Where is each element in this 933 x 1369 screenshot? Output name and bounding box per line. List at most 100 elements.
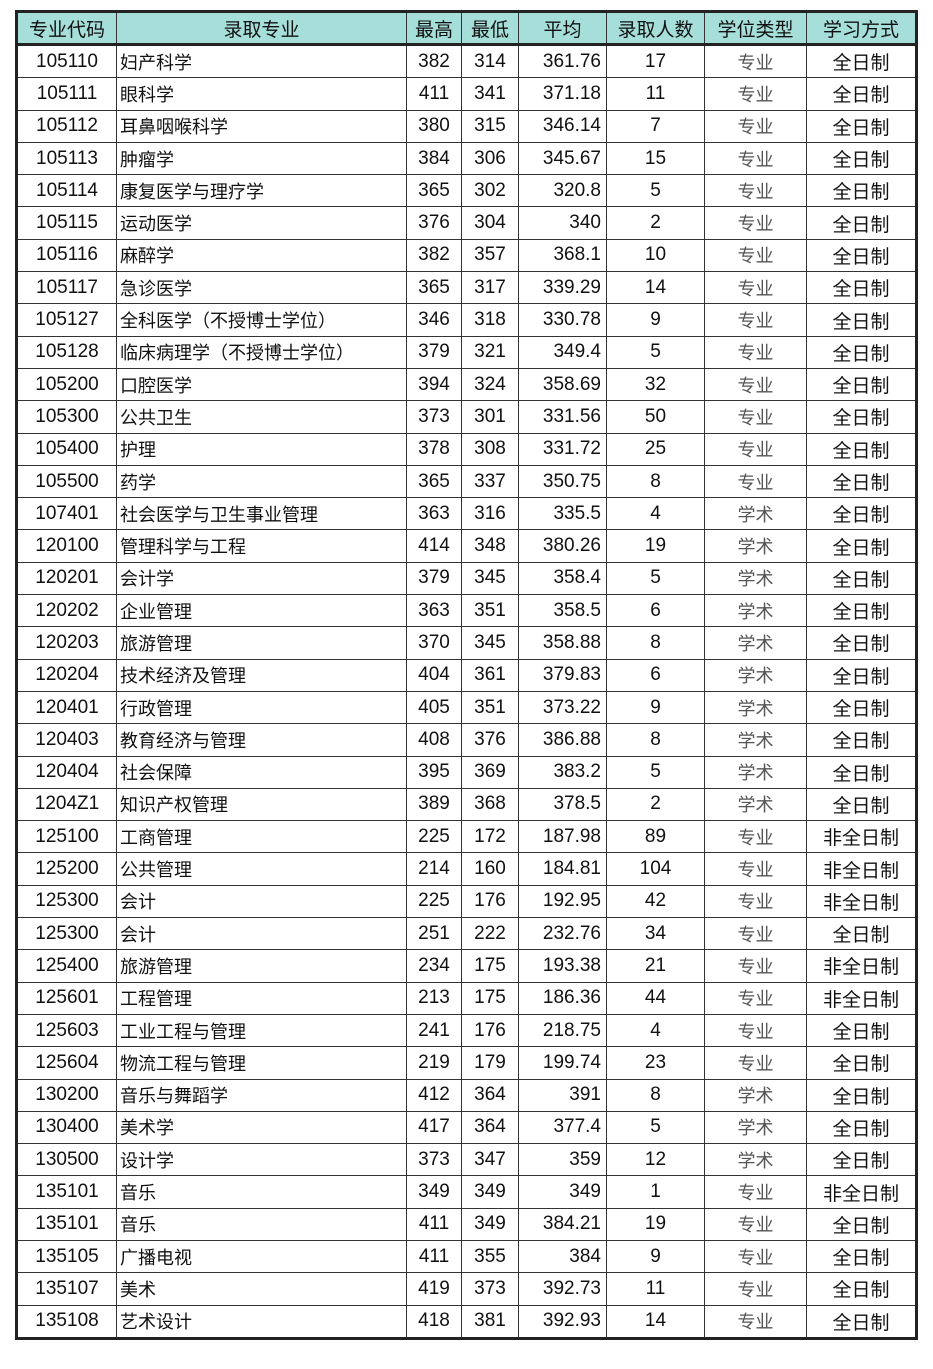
- cell-major: 肿瘤学: [116, 141, 407, 176]
- cell-degree-type: 专业: [704, 206, 807, 240]
- cell-study-mode: 全日制: [806, 1078, 917, 1112]
- cell-study-mode: 全日制: [806, 723, 917, 757]
- cell-study-mode: 全日制: [806, 594, 917, 628]
- cell-count: 50: [606, 400, 705, 434]
- cell-count: 89: [606, 820, 705, 854]
- cell-study-mode: 全日制: [806, 43, 917, 79]
- cell-count: 9: [606, 690, 705, 725]
- cell-major: 行政管理: [116, 690, 407, 725]
- cell-code: 120201: [16, 561, 117, 596]
- cell-max: 405: [406, 690, 462, 725]
- cell-max: 234: [406, 949, 462, 983]
- cell-code: 120202: [16, 594, 117, 628]
- cell-study-mode: 全日制: [806, 271, 917, 305]
- cell-avg: 331.56: [518, 400, 607, 434]
- cell-max: 363: [406, 594, 462, 628]
- cell-code: 125604: [16, 1046, 117, 1080]
- cell-max: 389: [406, 787, 462, 822]
- cell-study-mode: 非全日制: [806, 981, 917, 1015]
- cell-code: 105127: [16, 303, 117, 337]
- table-row: 105113 肿瘤学 384 306 345.67 15 专业 全日制: [16, 141, 917, 176]
- cell-count: 9: [606, 303, 705, 337]
- cell-study-mode: 非全日制: [806, 949, 917, 983]
- table-row: 105200 口腔医学 394 324 358.69 32 专业 全日制: [16, 367, 917, 402]
- cell-major: 社会保障: [116, 755, 407, 789]
- cell-min: 351: [461, 594, 519, 628]
- cell-min: 345: [461, 626, 519, 660]
- header-study-mode: 学习方式: [806, 11, 917, 45]
- cell-degree-type: 专业: [704, 77, 807, 111]
- cell-study-mode: 全日制: [806, 690, 917, 725]
- cell-max: 376: [406, 206, 462, 240]
- cell-study-mode: 全日制: [806, 400, 917, 434]
- cell-max: 365: [406, 464, 462, 499]
- cell-max: 251: [406, 917, 462, 951]
- cell-code: 105117: [16, 271, 117, 305]
- cell-min: 348: [461, 529, 519, 563]
- cell-min: 351: [461, 690, 519, 725]
- cell-degree-type: 学术: [704, 787, 807, 822]
- cell-max: 219: [406, 1046, 462, 1080]
- cell-study-mode: 全日制: [806, 787, 917, 822]
- cell-code: 135101: [16, 1207, 117, 1241]
- cell-avg: 379.83: [518, 658, 607, 692]
- cell-major: 美术: [116, 1272, 407, 1306]
- cell-avg: 186.36: [518, 981, 607, 1015]
- cell-study-mode: 全日制: [806, 755, 917, 789]
- cell-degree-type: 专业: [704, 1304, 807, 1339]
- cell-min: 308: [461, 432, 519, 466]
- cell-max: 384: [406, 141, 462, 176]
- cell-code: 105114: [16, 174, 117, 208]
- cell-max: 408: [406, 723, 462, 757]
- cell-avg: 392.93: [518, 1304, 607, 1339]
- cell-avg: 187.98: [518, 820, 607, 854]
- cell-major: 运动医学: [116, 206, 407, 240]
- cell-avg: 349.4: [518, 335, 607, 369]
- cell-code: 120203: [16, 626, 117, 660]
- cell-major: 临床病理学（不授博士学位）: [116, 335, 407, 369]
- cell-major: 艺术设计: [116, 1304, 407, 1339]
- cell-code: 125200: [16, 852, 117, 886]
- cell-code: 135101: [16, 1175, 117, 1209]
- cell-count: 23: [606, 1046, 705, 1080]
- cell-min: 324: [461, 367, 519, 402]
- cell-min: 222: [461, 917, 519, 951]
- cell-study-mode: 非全日制: [806, 820, 917, 854]
- cell-code: 105400: [16, 432, 117, 466]
- cell-min: 176: [461, 1013, 519, 1048]
- cell-min: 175: [461, 981, 519, 1015]
- cell-avg: 358.88: [518, 626, 607, 660]
- cell-major: 美术学: [116, 1110, 407, 1145]
- cell-degree-type: 专业: [704, 1207, 807, 1241]
- cell-study-mode: 全日制: [806, 109, 917, 143]
- cell-count: 8: [606, 1078, 705, 1112]
- cell-count: 4: [606, 497, 705, 531]
- cell-degree-type: 专业: [704, 238, 807, 273]
- cell-degree-type: 专业: [704, 432, 807, 466]
- cell-max: 225: [406, 884, 462, 919]
- cell-min: 364: [461, 1110, 519, 1145]
- cell-max: 370: [406, 626, 462, 660]
- cell-count: 104: [606, 852, 705, 886]
- cell-degree-type: 专业: [704, 109, 807, 143]
- header-degree-type: 学位类型: [704, 11, 807, 45]
- table-row: 105128 临床病理学（不授博士学位） 379 321 349.4 5 专业 全日制: [16, 335, 917, 369]
- cell-code: 135108: [16, 1304, 117, 1339]
- cell-max: 365: [406, 271, 462, 305]
- cell-count: 2: [606, 787, 705, 822]
- cell-min: 306: [461, 141, 519, 176]
- cell-avg: 340: [518, 206, 607, 240]
- cell-major: 知识产权管理: [116, 787, 407, 822]
- cell-avg: 368.1: [518, 238, 607, 273]
- cell-major: 管理科学与工程: [116, 529, 407, 563]
- cell-min: 317: [461, 271, 519, 305]
- cell-major: 公共卫生: [116, 400, 407, 434]
- cell-degree-type: 专业: [704, 981, 807, 1015]
- cell-degree-type: 专业: [704, 43, 807, 79]
- cell-major: 旅游管理: [116, 949, 407, 983]
- cell-avg: 359: [518, 1143, 607, 1177]
- cell-degree-type: 学术: [704, 1078, 807, 1112]
- cell-major: 公共管理: [116, 852, 407, 886]
- cell-code: 125603: [16, 1013, 117, 1048]
- cell-major: 会计: [116, 884, 407, 919]
